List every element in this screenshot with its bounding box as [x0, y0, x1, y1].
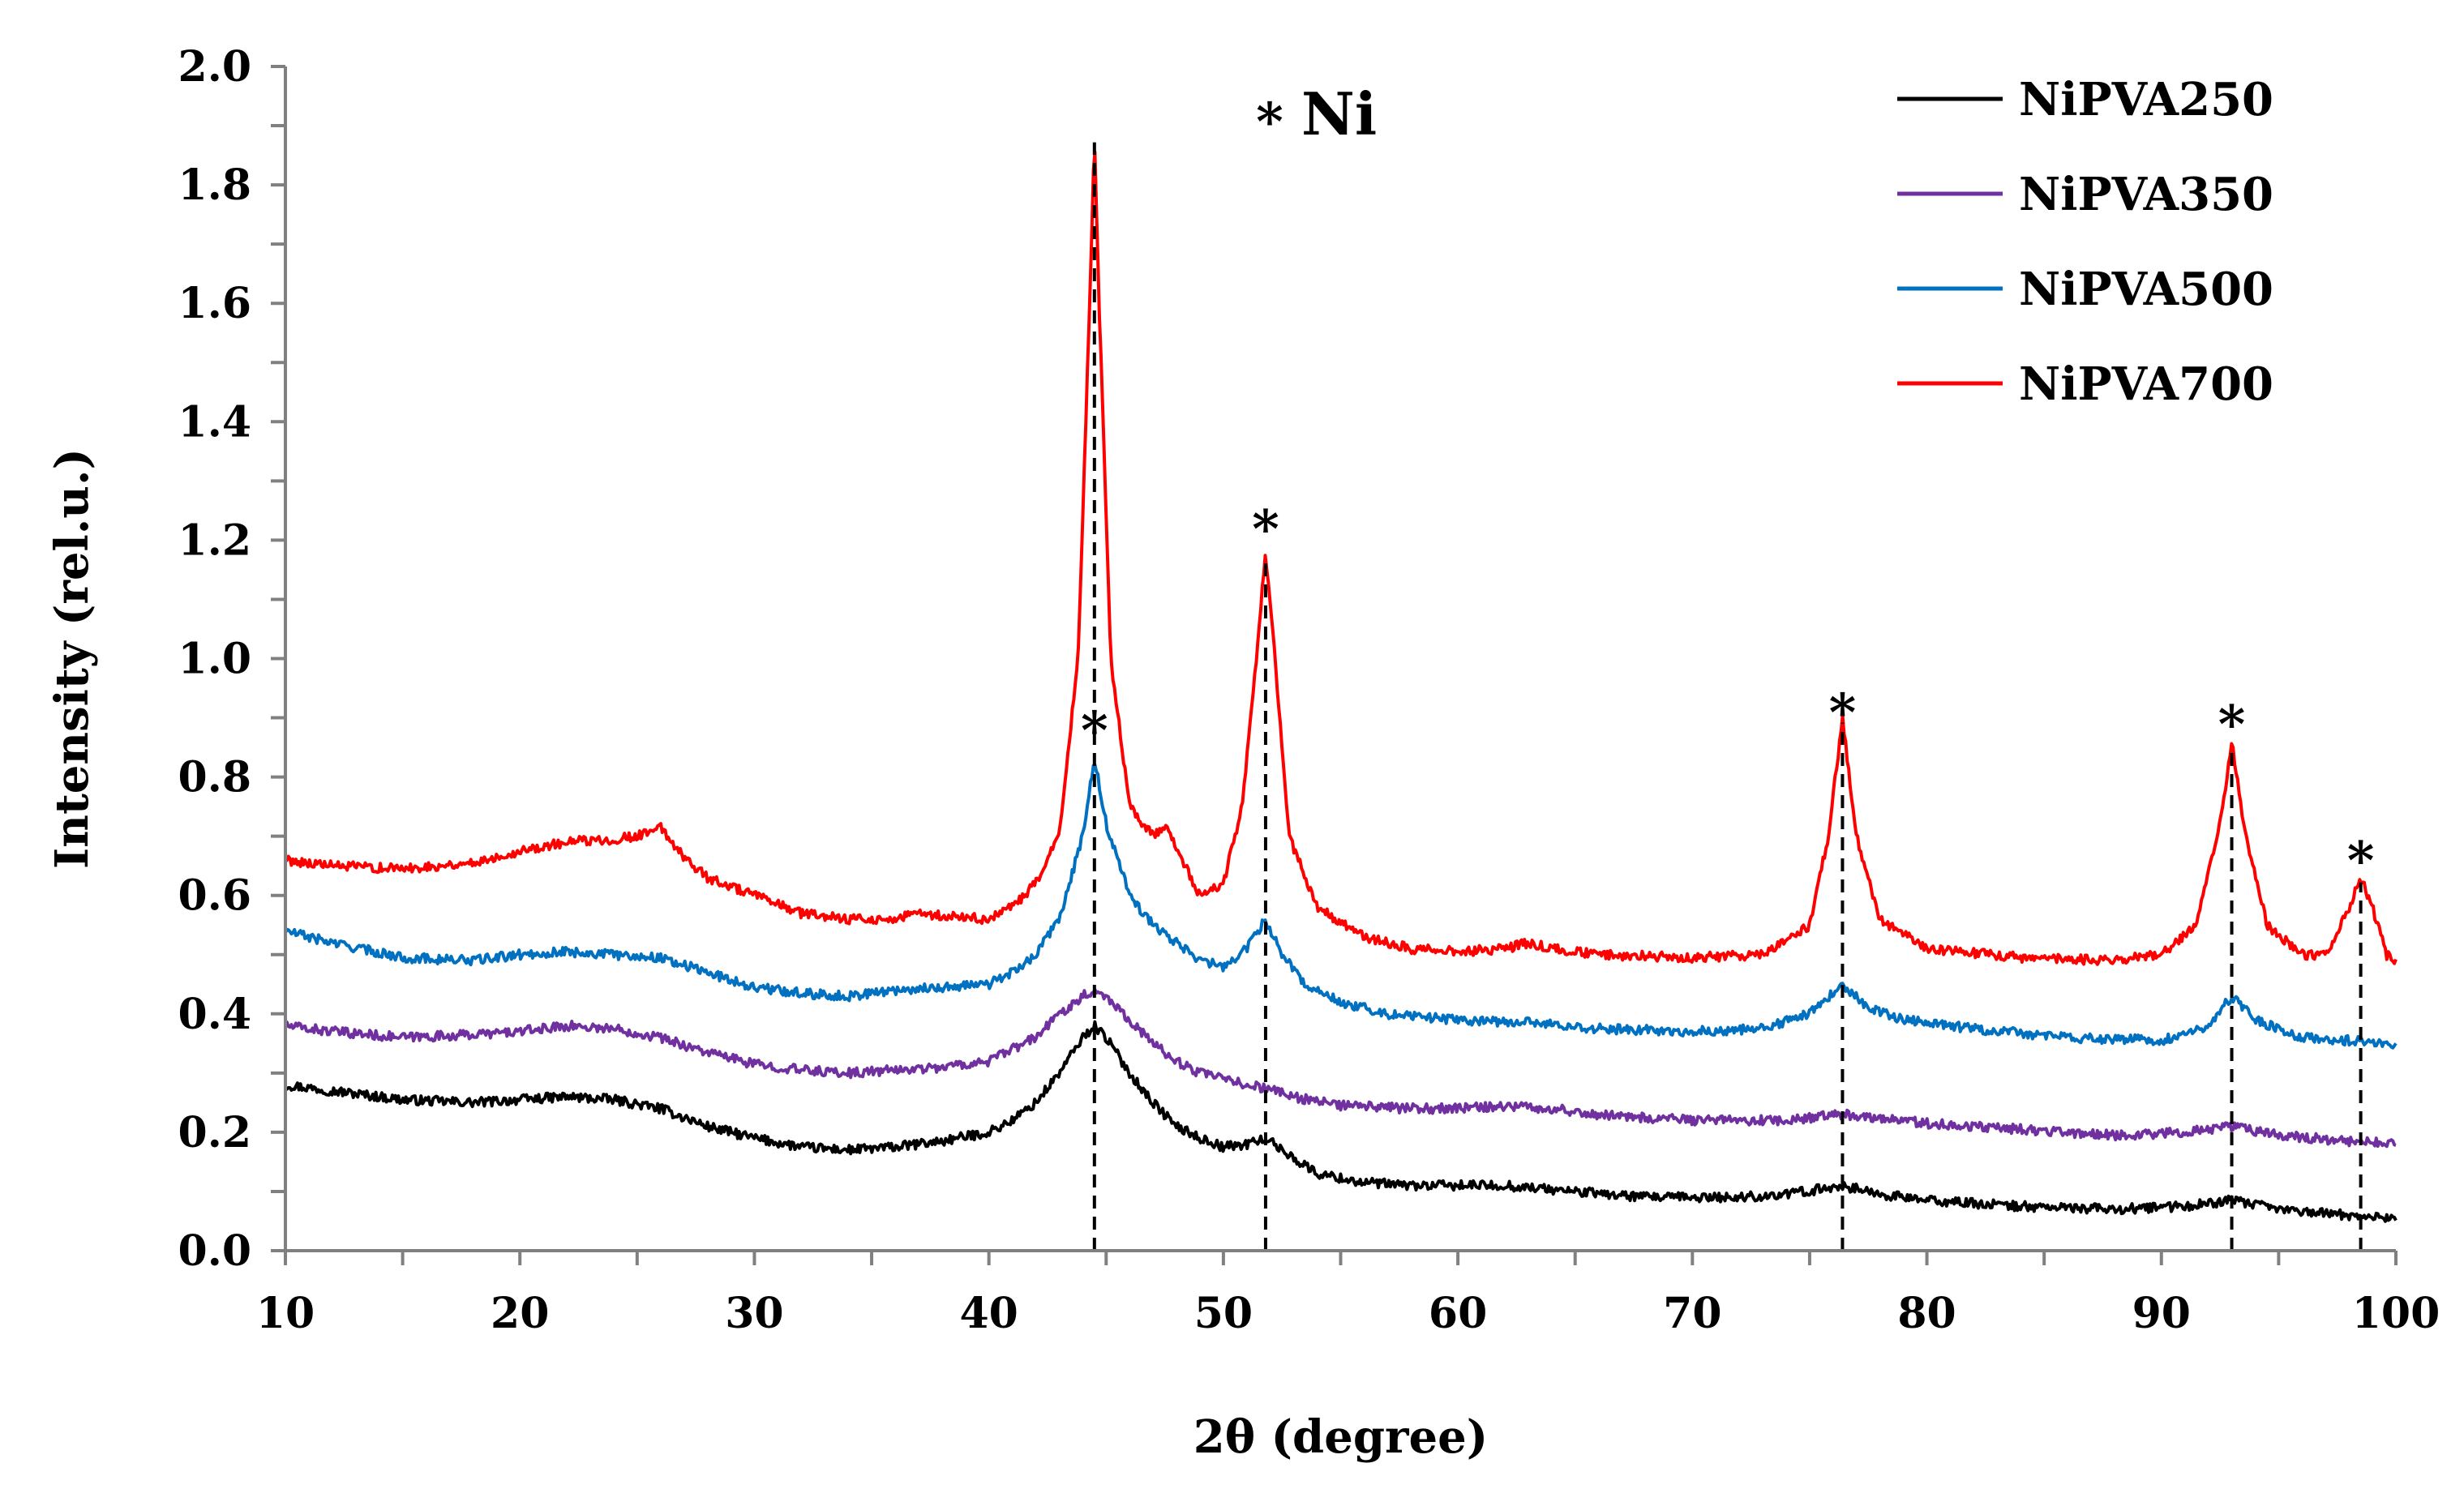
legend-label-nipva500: NiPVA500: [2019, 263, 2273, 316]
x-tick-label: 100: [2352, 1289, 2440, 1338]
ni-peak-marker: *: [2347, 831, 2374, 892]
x-tick-label: 60: [1429, 1289, 1487, 1338]
ni-peak-marker: *: [1252, 498, 1279, 559]
x-tick-label: 70: [1663, 1289, 1721, 1338]
ni-peak-marker: *: [1081, 700, 1108, 761]
legend-label-nipva250: NiPVA250: [2019, 73, 2273, 126]
y-tick-label: 1.6: [178, 279, 251, 328]
series-line-nipva250: [284, 1020, 2398, 1223]
x-axis-title: 2θ (degree): [1193, 1410, 1489, 1464]
legend-label-nipva700: NiPVA700: [2019, 357, 2273, 411]
x-tick-label: 90: [2132, 1289, 2191, 1338]
legend: NiPVA250 NiPVA350 NiPVA500 NiPVA700: [1897, 73, 2273, 411]
axes: [284, 66, 2396, 1252]
x-tick-label: 80: [1897, 1289, 1956, 1338]
y-tick-label: 1.0: [178, 635, 251, 684]
axis-ticks: 10 20 30 40 50 60 70 80 90 100 0.0 0.2 0.4 0.6 0.8 1.0 1…: [178, 42, 2440, 1338]
x-tick-label: 50: [1194, 1289, 1253, 1338]
ni-annotation-marker: *: [1256, 92, 1283, 152]
y-tick-label: 0.8: [178, 753, 251, 802]
y-tick-label: 1.4: [178, 397, 251, 447]
x-tick-label: 10: [256, 1289, 315, 1338]
x-tick-label: 30: [725, 1289, 783, 1338]
series-line-nipva700: [284, 150, 2398, 966]
y-tick-label: 0.0: [178, 1226, 251, 1276]
series-line-nipva500: [284, 763, 2398, 1050]
y-tick-label: 1.8: [178, 160, 251, 210]
ni-annotation: * Ni: [1256, 79, 1377, 152]
y-tick-label: 1.2: [178, 516, 251, 565]
y-axis-title: Intensity (rel.u.): [45, 448, 99, 869]
legend-label-nipva350: NiPVA350: [2019, 168, 2273, 221]
x-tick-label: 40: [959, 1289, 1018, 1338]
y-tick-label: 0.4: [178, 990, 251, 1039]
ni-peak-marker: *: [2218, 695, 2245, 755]
series-line-nipva350: [284, 987, 2397, 1149]
y-tick-label: 2.0: [178, 42, 251, 92]
y-tick-label: 0.2: [178, 1108, 251, 1157]
y-tick-label: 0.6: [178, 871, 251, 921]
plot-area: * * * * *: [284, 142, 2398, 1251]
x-tick-label: 20: [491, 1289, 549, 1338]
ni-annotation-label: Ni: [1301, 79, 1377, 148]
ni-peak-marker: *: [1829, 682, 1856, 743]
